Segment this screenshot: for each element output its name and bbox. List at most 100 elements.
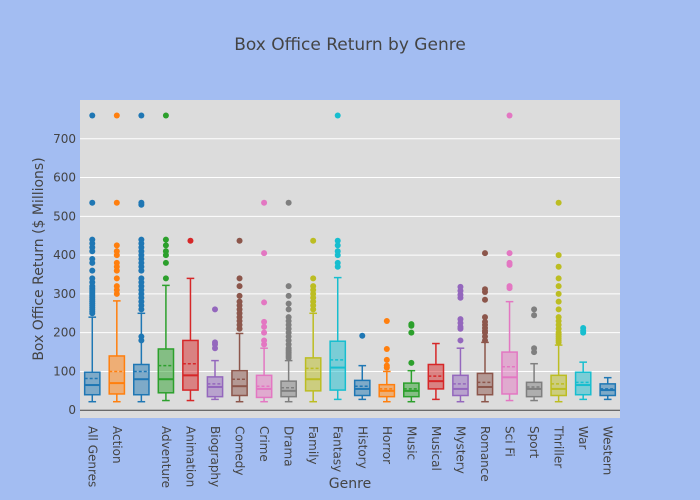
outlier-point — [162, 112, 169, 119]
outlier-point — [236, 283, 243, 290]
outlier-point — [457, 316, 464, 323]
x-tick-label: Action — [110, 426, 124, 464]
gridlines — [80, 138, 620, 411]
outlier-point — [261, 250, 268, 257]
x-tick-label: Crime — [257, 426, 271, 462]
outlier-point — [506, 112, 513, 119]
y-tick-label: 200 — [53, 326, 76, 340]
outlier-point — [482, 250, 488, 257]
outlier-point — [212, 339, 218, 346]
outlier-point — [236, 275, 243, 282]
outlier-point — [383, 318, 390, 325]
outlier-point — [555, 199, 562, 206]
outlier-point — [555, 263, 562, 270]
outlier-point — [212, 306, 218, 313]
y-tick-label: 700 — [53, 132, 76, 146]
outlier-point — [383, 356, 390, 363]
outlier-point — [138, 275, 145, 282]
iqr-box — [574, 371, 592, 396]
iqr-box — [304, 357, 322, 392]
outlier-point — [261, 337, 268, 344]
iqr-box — [550, 374, 567, 397]
outlier-point — [285, 306, 292, 313]
outlier-point — [359, 332, 366, 339]
outlier-point — [334, 237, 341, 244]
outlier-point — [555, 252, 562, 259]
outlier-point — [334, 112, 341, 119]
y-tick-label: 500 — [53, 209, 76, 223]
outlier-point — [383, 345, 390, 352]
outlier-point — [555, 306, 562, 313]
outlier-point — [531, 306, 538, 313]
x-tick-label: All Genres — [85, 426, 99, 487]
iqr-box — [329, 340, 347, 391]
outlier-point — [162, 275, 169, 282]
outlier-point — [334, 248, 341, 255]
x-tick-label: Family — [306, 426, 320, 465]
outlier-point — [555, 298, 562, 305]
box-unlabeled — [133, 112, 150, 403]
box-drama — [280, 199, 297, 403]
box-series — [83, 112, 617, 403]
box-mystery — [452, 283, 469, 403]
outlier-point — [506, 283, 513, 290]
outlier-point — [113, 283, 120, 290]
box-western — [599, 376, 617, 401]
outlier-point — [482, 314, 488, 321]
iqr-box — [476, 372, 494, 396]
chart-title: Box Office Return by Genre — [234, 35, 466, 55]
x-tick-label: Horror — [380, 426, 394, 464]
iqr-box — [280, 380, 297, 398]
x-tick-label: Mystery — [453, 426, 467, 474]
outlier-point — [580, 325, 587, 332]
outlier-point — [531, 312, 538, 319]
outlier-point — [113, 275, 120, 282]
y-tick-label: 400 — [53, 248, 76, 262]
outlier-point — [285, 283, 292, 290]
box-music — [403, 321, 420, 403]
x-tick-label: Sci Fi — [503, 426, 517, 457]
outlier-point — [187, 237, 194, 244]
outlier-point — [482, 318, 488, 325]
outlier-point — [113, 199, 120, 206]
outlier-point — [334, 259, 341, 266]
outlier-point — [285, 199, 292, 206]
box-all-genres — [83, 112, 101, 403]
outlier-point — [285, 292, 292, 299]
outlier-point — [138, 199, 145, 206]
outlier-point — [555, 275, 562, 282]
box-musical — [427, 342, 445, 401]
outlier-point — [236, 298, 243, 305]
box-comedy — [231, 237, 248, 403]
y-tick-label: 0 — [68, 403, 76, 417]
box-horror — [378, 318, 396, 403]
outlier-point — [482, 286, 488, 293]
outlier-point — [89, 267, 96, 274]
outlier-point — [261, 299, 268, 306]
x-tick-label: Drama — [282, 426, 296, 467]
box-adventure — [157, 112, 175, 402]
outlier-point — [138, 236, 145, 243]
box-fantasy — [329, 112, 347, 401]
outlier-point — [261, 199, 268, 206]
x-tick-label: War — [576, 426, 590, 449]
outlier-point — [261, 329, 268, 336]
y-tick-label: 300 — [53, 287, 76, 301]
x-axis-ticks: All Genres Action Adventure Animation Biogra… — [85, 425, 614, 488]
iqr-box — [157, 348, 175, 394]
outlier-point — [113, 248, 120, 255]
iqr-box — [182, 339, 199, 391]
x-tick-label: Music — [404, 426, 418, 460]
outlier-point — [310, 237, 317, 244]
outlier-point — [555, 314, 562, 321]
iqr-box — [231, 369, 248, 397]
outlier-point — [555, 283, 562, 290]
outlier-point — [506, 250, 513, 257]
box-biography — [206, 306, 224, 401]
iqr-box — [83, 371, 101, 396]
outlier-point — [310, 283, 317, 290]
outlier-point — [162, 248, 169, 255]
x-tick-label: Fantasy — [331, 426, 345, 472]
box-sport — [525, 306, 543, 402]
outlier-point — [113, 259, 120, 266]
